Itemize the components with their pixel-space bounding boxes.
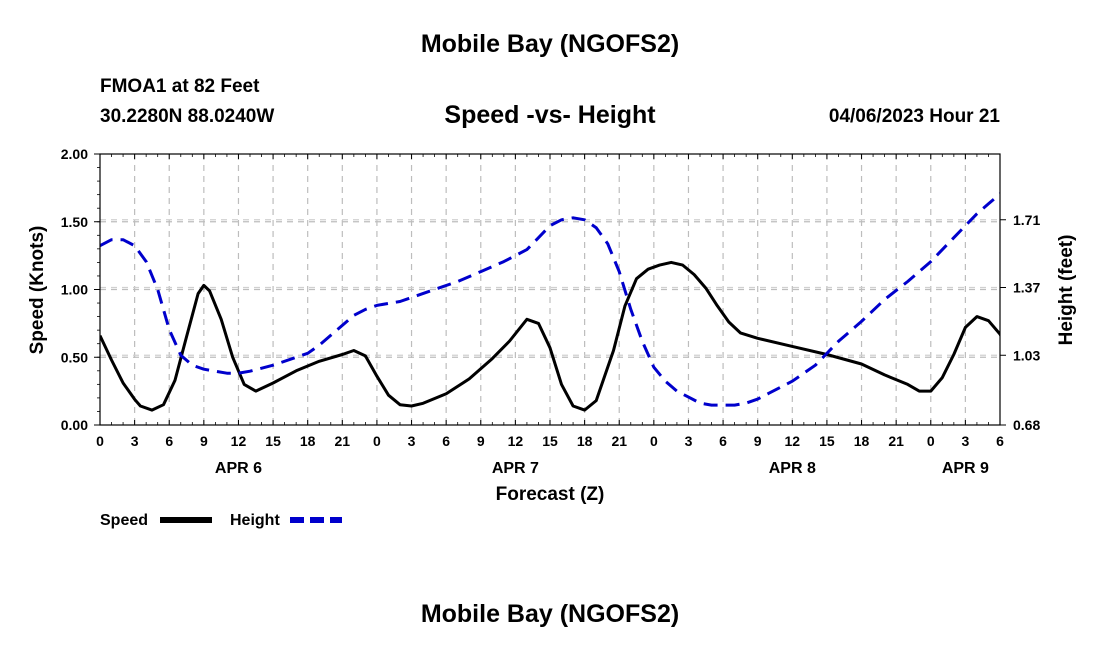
y-tick-label: 1.50 xyxy=(61,214,88,230)
x-tick-label: 15 xyxy=(819,433,835,449)
axes: 0 3 6 9 12 15 18 21 0 3 6 9 12 15 18 21 0 3 6 9 12 15 18 21 0 3 60… xyxy=(61,146,1041,477)
x-tick-label: 0 xyxy=(96,433,104,449)
y-tick-label: 1.00 xyxy=(61,282,88,298)
station-label: FMOA1 at 82 Feet xyxy=(100,76,260,97)
x-tick-label: 21 xyxy=(611,433,627,449)
x-tick-label: 6 xyxy=(165,433,173,449)
y2-tick-label: 0.68 xyxy=(1013,417,1040,433)
x-tick-label: 18 xyxy=(300,433,316,449)
x-tick-label: 15 xyxy=(265,433,281,449)
x-tick-label: 0 xyxy=(927,433,935,449)
chart-subtitle: Speed -vs- Height xyxy=(444,101,656,129)
x-tick-label: 21 xyxy=(888,433,904,449)
date-label: APR 8 xyxy=(769,460,816,477)
legend-label-speed: Speed xyxy=(100,512,148,529)
date-label: APR 9 xyxy=(942,460,989,477)
y-axis-label: Speed (Knots) xyxy=(27,226,48,355)
y2-tick-label: 1.37 xyxy=(1013,280,1040,296)
x-axis-label: Forecast (Z) xyxy=(496,484,605,505)
x-tick-label: 9 xyxy=(754,433,762,449)
x-tick-label: 0 xyxy=(373,433,381,449)
x-tick-label: 18 xyxy=(854,433,870,449)
x-tick-label: 3 xyxy=(961,433,969,449)
x-tick-label: 15 xyxy=(542,433,558,449)
date-label: APR 7 xyxy=(492,460,539,477)
y-tick-label: 0.50 xyxy=(61,349,88,365)
x-tick-label: 21 xyxy=(335,433,351,449)
x-tick-label: 6 xyxy=(996,433,1004,449)
x-tick-label: 9 xyxy=(200,433,208,449)
y-tick-label: 2.00 xyxy=(61,146,88,162)
x-tick-label: 12 xyxy=(785,433,801,449)
series-layer xyxy=(100,192,1000,412)
y2-tick-label: 1.03 xyxy=(1013,347,1040,363)
x-tick-label: 3 xyxy=(685,433,693,449)
y2-axis-label: Height (feet) xyxy=(1056,235,1077,346)
x-tick-label: 12 xyxy=(231,433,247,449)
series-line-height xyxy=(100,192,1000,407)
chart-title-bottom: Mobile Bay (NGOFS2) xyxy=(420,600,680,628)
legend-label-height: Height xyxy=(230,512,280,529)
series-line-speed xyxy=(100,260,1000,412)
x-tick-label: 18 xyxy=(577,433,593,449)
forecast-datetime: 04/06/2023 Hour 21 xyxy=(828,106,1000,127)
chart-title-top: Mobile Bay (NGOFS2) xyxy=(420,30,680,58)
x-tick-label: 9 xyxy=(477,433,485,449)
x-tick-label: 6 xyxy=(442,433,450,449)
y-tick-label: 0.00 xyxy=(61,417,88,433)
x-tick-label: 12 xyxy=(508,433,524,449)
x-tick-label: 3 xyxy=(408,433,416,449)
x-tick-label: 0 xyxy=(650,433,658,449)
legend: Speed Height xyxy=(100,512,342,529)
station-coordinates: 30.2280N 88.0240W xyxy=(100,106,275,127)
x-tick-label: 3 xyxy=(131,433,139,449)
y2-tick-label: 1.71 xyxy=(1013,212,1040,228)
grid xyxy=(100,154,1000,425)
x-tick-label: 6 xyxy=(719,433,727,449)
date-label: APR 6 xyxy=(215,460,262,477)
